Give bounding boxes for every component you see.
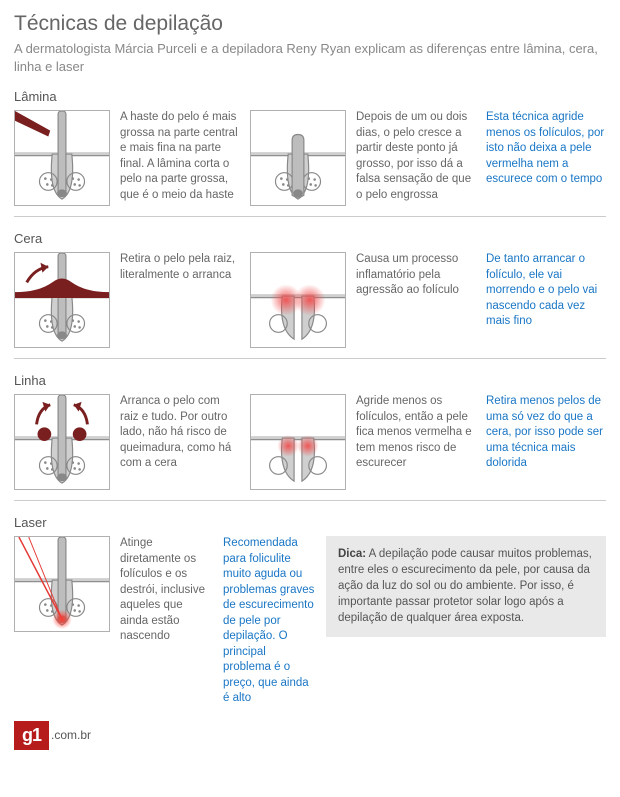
figure-linha-1 [14,394,110,490]
figure-lamina-2 [250,110,346,206]
figure-cera-2 [250,252,346,348]
divider [14,500,606,501]
logo-g1: g1 [14,721,49,750]
section-label-lamina: Lâmina [14,89,606,104]
tip-label: Dica: [338,548,366,560]
page-title: Técnicas de depilação [14,12,606,36]
footer-domain: .com.br [51,728,91,742]
divider [14,216,606,217]
lamina-text-3: Esta técnica agride menos os folículos, … [486,110,606,206]
tip-text: A depilação pode causar muitos problemas… [338,548,592,624]
figure-cera-1 [14,252,110,348]
lamina-text-2: Depois de um ou dois dias, o pelo cresce… [356,110,476,206]
row-laser: Atinge diretamente os folículos e os des… [14,536,606,707]
figure-lamina-1 [14,110,110,206]
linha-text-1: Arranca o pelo com raiz e tudo. Por outr… [120,394,240,490]
tip-box: Dica: A depilação pode causar muitos pro… [326,536,606,636]
figure-laser [14,536,110,632]
linha-text-3: Retira menos pelos de uma só vez do que … [486,394,606,490]
section-label-cera: Cera [14,231,606,246]
page-subtitle: A dermatologista Márcia Purceli e a depi… [14,40,606,75]
footer: g1 .com.br [14,721,606,760]
section-label-laser: Laser [14,515,606,530]
row-lamina: A haste do pelo é mais grossa na parte c… [14,110,606,206]
linha-text-2: Agride menos os folículos, então a pele … [356,394,476,490]
laser-text-1: Atinge diretamente os folículos e os des… [120,536,213,707]
divider [14,358,606,359]
lamina-text-1: A haste do pelo é mais grossa na parte c… [120,110,240,206]
cera-text-3: De tanto arrancar o folículo, ele vai mo… [486,252,606,348]
cera-text-1: Retira o pelo pela raiz, literalmente o … [120,252,240,348]
section-label-linha: Linha [14,373,606,388]
cera-text-2: Causa um processo inflamatório pela agre… [356,252,476,348]
row-linha: Arranca o pelo com raiz e tudo. Por outr… [14,394,606,490]
laser-text-2: Recomendada para foliculite muito aguda … [223,536,316,707]
figure-linha-2 [250,394,346,490]
row-cera: Retira o pelo pela raiz, literalmente o … [14,252,606,348]
